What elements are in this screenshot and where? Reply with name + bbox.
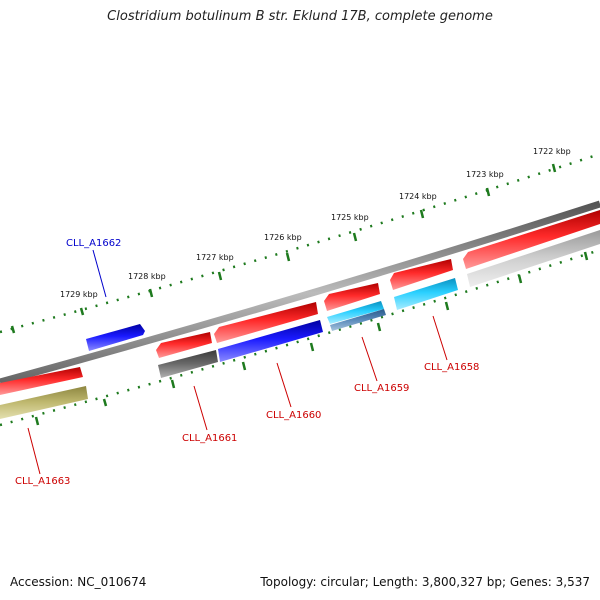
gene-cll-a1659-lower[interactable] [330,309,386,331]
gene-red-3[interactable] [324,283,380,311]
gene-label-cll-a1658[interactable]: CLL_A1658 [424,362,479,373]
genome-info-text: Topology: circular; Length: 3,800,327 bp… [260,575,590,589]
tick-label-1723: 1723 kbp [466,170,504,179]
gene-cll-a1660[interactable] [218,320,323,362]
tick-label-1725: 1725 kbp [331,213,369,222]
gene-gray-right-edge[interactable] [467,230,600,287]
tick-label-1722: 1722 kbp [533,147,571,156]
gene-cll-a1659-upper[interactable] [327,301,384,324]
inner-ruler-major-ticks [34,251,589,426]
gene-cll-a1662[interactable] [86,324,145,351]
diagram-title: Clostridium botulinum B str. Eklund 17B,… [107,9,493,24]
genome-backbone [0,200,600,386]
tick-label-1724: 1724 kbp [399,192,437,201]
gene-cll-a1661[interactable] [158,350,218,378]
outer-ruler-major-ticks [10,163,557,334]
gene-red-1[interactable] [156,332,212,358]
gene-red-2[interactable] [214,302,318,343]
tick-label-1729: 1729 kbp [60,290,98,299]
gene-red-left-edge[interactable] [0,367,83,395]
gene-red-5[interactable] [463,210,600,269]
accession-text: Accession: NC_010674 [10,575,147,589]
tick-label-1727: 1727 kbp [196,253,234,262]
gene-cll-a1663[interactable] [0,386,88,419]
gene-label-cll-a1660[interactable]: CLL_A1660 [266,410,321,421]
gene-red-4[interactable] [390,259,453,290]
tick-label-1726: 1726 kbp [264,233,302,242]
gene-cll-a1658[interactable] [394,278,458,310]
label-leader-lines [27,249,448,475]
gene-label-cll-a1661[interactable]: CLL_A1661 [182,433,237,444]
gene-label-cll-a1662[interactable]: CLL_A1662 [66,238,121,249]
tick-label-1728: 1728 kbp [128,272,166,281]
gene-label-cll-a1659[interactable]: CLL_A1659 [354,383,409,394]
gene-label-cll-a1663[interactable]: CLL_A1663 [15,476,70,487]
